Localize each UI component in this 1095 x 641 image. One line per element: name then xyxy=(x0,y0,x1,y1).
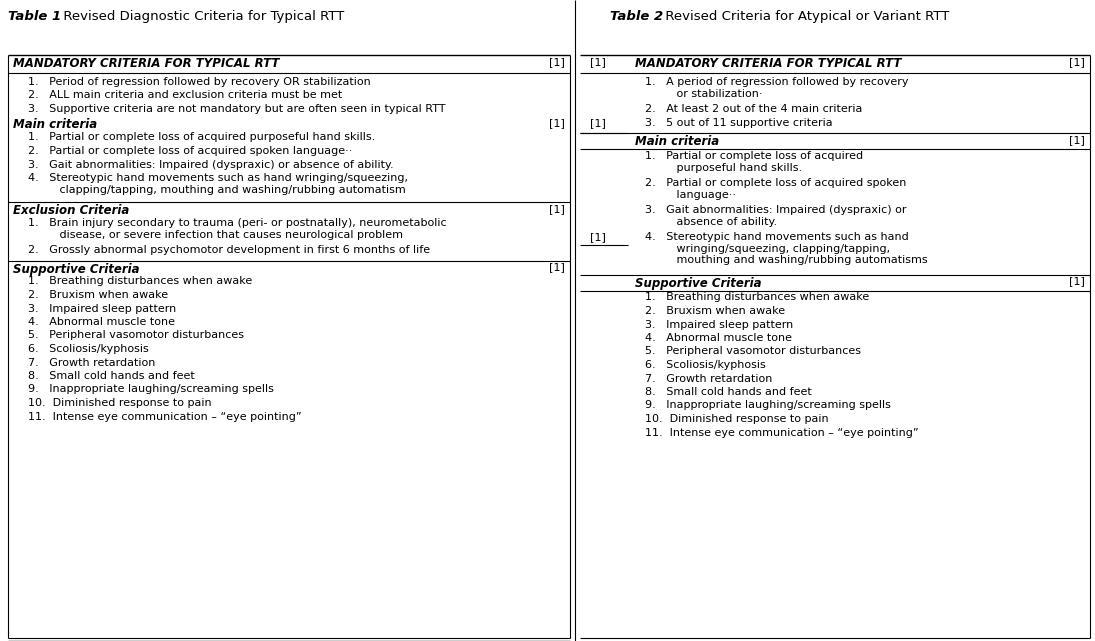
Text: 10.  Diminished response to pain: 10. Diminished response to pain xyxy=(645,414,829,424)
Text: 4.   Abnormal muscle tone: 4. Abnormal muscle tone xyxy=(28,317,175,327)
Text: 4.   Stereotypic hand movements such as hand wringing/squeezing,
         clappi: 4. Stereotypic hand movements such as ha… xyxy=(28,173,408,195)
Text: 2.   ALL main criteria and exclusion criteria must be met: 2. ALL main criteria and exclusion crite… xyxy=(28,90,343,101)
Text: 1.   A period of regression followed by recovery
         or stabilization·: 1. A period of regression followed by re… xyxy=(645,77,909,99)
Text: [1]: [1] xyxy=(549,263,565,272)
Text: 5.   Peripheral vasomotor disturbances: 5. Peripheral vasomotor disturbances xyxy=(28,331,244,340)
Text: 2.   Grossly abnormal psychomotor development in first 6 months of life: 2. Grossly abnormal psychomotor developm… xyxy=(28,245,430,255)
Text: 9.   Inappropriate laughing/screaming spells: 9. Inappropriate laughing/screaming spel… xyxy=(28,385,274,394)
Text: 4.   Stereotypic hand movements such as hand
         wringing/squeezing, clappi: 4. Stereotypic hand movements such as ha… xyxy=(645,232,927,265)
Text: 1.   Breathing disturbances when awake: 1. Breathing disturbances when awake xyxy=(28,276,252,287)
Text: [1]: [1] xyxy=(1069,276,1085,287)
Text: 2.   Bruxism when awake: 2. Bruxism when awake xyxy=(645,306,785,316)
Text: Exclusion Criteria: Exclusion Criteria xyxy=(13,204,129,217)
Text: 1.   Partial or complete loss of acquired
         purposeful hand skills.: 1. Partial or complete loss of acquired … xyxy=(645,151,863,172)
Text: Table 2: Table 2 xyxy=(610,10,664,23)
Text: Main criteria: Main criteria xyxy=(13,119,97,131)
Text: 8.   Small cold hands and feet: 8. Small cold hands and feet xyxy=(28,371,195,381)
Text: 2.   Partial or complete loss of acquired spoken
         language··: 2. Partial or complete loss of acquired … xyxy=(645,178,907,199)
Text: 3.   Gait abnormalities: Impaired (dyspraxic) or absence of ability.: 3. Gait abnormalities: Impaired (dysprax… xyxy=(28,160,393,169)
Text: 3.   Impaired sleep pattern: 3. Impaired sleep pattern xyxy=(28,303,176,313)
Text: 5.   Peripheral vasomotor disturbances: 5. Peripheral vasomotor disturbances xyxy=(645,347,861,356)
Text: 2.   At least 2 out of the 4 main criteria: 2. At least 2 out of the 4 main criteria xyxy=(645,104,863,114)
Text: 3.   Gait abnormalities: Impaired (dyspraxic) or
         absence of ability.: 3. Gait abnormalities: Impaired (dysprax… xyxy=(645,205,907,227)
Text: [1]: [1] xyxy=(1069,135,1085,145)
Text: 11.  Intense eye communication – “eye pointing”: 11. Intense eye communication – “eye poi… xyxy=(28,412,301,422)
Text: MANDATORY CRITERIA FOR TYPICAL RTT: MANDATORY CRITERIA FOR TYPICAL RTT xyxy=(635,57,901,70)
Text: [1]: [1] xyxy=(590,57,606,67)
Text: 2.   Partial or complete loss of acquired spoken language··: 2. Partial or complete loss of acquired … xyxy=(28,146,353,156)
Text: [1]: [1] xyxy=(549,119,565,128)
Text: 6.   Scoliosis/kyphosis: 6. Scoliosis/kyphosis xyxy=(645,360,765,370)
Text: [1]: [1] xyxy=(549,57,565,67)
Text: 3.   5 out of 11 supportive criteria: 3. 5 out of 11 supportive criteria xyxy=(645,117,832,128)
Text: 6.   Scoliosis/kyphosis: 6. Scoliosis/kyphosis xyxy=(28,344,149,354)
Text: Supportive Criteria: Supportive Criteria xyxy=(635,276,761,290)
Text: [1]: [1] xyxy=(1069,57,1085,67)
Text: 1.   Partial or complete loss of acquired purposeful hand skills.: 1. Partial or complete loss of acquired … xyxy=(28,133,376,142)
Text: 3.   Supportive criteria are not mandatory but are often seen in typical RTT: 3. Supportive criteria are not mandatory… xyxy=(28,104,446,114)
Text: [1]: [1] xyxy=(549,204,565,214)
Text: 4.   Abnormal muscle tone: 4. Abnormal muscle tone xyxy=(645,333,792,343)
Text: Table 1: Table 1 xyxy=(8,10,61,23)
Text: 3.   Impaired sleep pattern: 3. Impaired sleep pattern xyxy=(645,319,793,329)
Text: 2.   Bruxism when awake: 2. Bruxism when awake xyxy=(28,290,169,300)
Text: [1]: [1] xyxy=(590,119,606,128)
Text: 8.   Small cold hands and feet: 8. Small cold hands and feet xyxy=(645,387,811,397)
Text: . Revised Criteria for Atypical or Variant RTT: . Revised Criteria for Atypical or Varia… xyxy=(657,10,949,23)
Text: Main criteria: Main criteria xyxy=(635,135,719,148)
Text: 1.   Period of regression followed by recovery OR stabilization: 1. Period of regression followed by reco… xyxy=(28,77,371,87)
Text: 7.   Growth retardation: 7. Growth retardation xyxy=(28,358,155,367)
Text: [1]: [1] xyxy=(590,232,606,242)
Text: MANDATORY CRITERIA FOR TYPICAL RTT: MANDATORY CRITERIA FOR TYPICAL RTT xyxy=(13,57,279,70)
Text: 7.   Growth retardation: 7. Growth retardation xyxy=(645,374,772,383)
Text: 10.  Diminished response to pain: 10. Diminished response to pain xyxy=(28,398,211,408)
Text: 9.   Inappropriate laughing/screaming spells: 9. Inappropriate laughing/screaming spel… xyxy=(645,401,891,410)
Text: . Revised Diagnostic Criteria for Typical RTT: . Revised Diagnostic Criteria for Typica… xyxy=(55,10,344,23)
Text: 1.   Brain injury secondary to trauma (peri- or postnatally), neurometabolic
   : 1. Brain injury secondary to trauma (per… xyxy=(28,218,447,240)
Text: Supportive Criteria: Supportive Criteria xyxy=(13,263,139,276)
Text: 1.   Breathing disturbances when awake: 1. Breathing disturbances when awake xyxy=(645,292,869,303)
Text: 11.  Intense eye communication – “eye pointing”: 11. Intense eye communication – “eye poi… xyxy=(645,428,919,438)
